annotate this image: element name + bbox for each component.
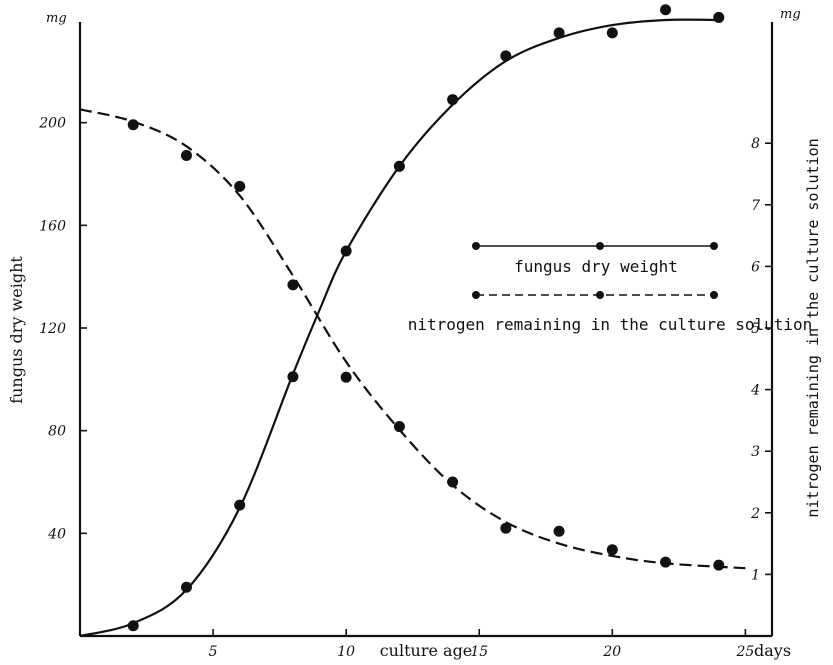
right-unit-label: mg — [780, 7, 801, 22]
data-point-fungus — [713, 11, 725, 23]
data-point-nitrogen — [553, 525, 565, 537]
series-line-nitrogen — [79, 108, 746, 570]
data-point-fungus — [393, 160, 405, 172]
x-tick-label: 20 — [602, 644, 621, 660]
data-point-nitrogen — [340, 371, 352, 383]
legend-marker — [596, 242, 604, 250]
legend-entry-fungus: fungus dry weight — [472, 242, 718, 276]
y-tick-label-left: 80 — [48, 424, 66, 440]
right-axis-label: nitrogen remaining in the culture soluti… — [804, 138, 822, 517]
y-tick-label-right: 4 — [750, 383, 760, 399]
legend-marker — [710, 291, 718, 299]
legend-marker — [472, 291, 480, 299]
y-tick-label-right: 7 — [751, 198, 760, 214]
data-point-nitrogen — [180, 150, 192, 162]
y-tick-label-right: 6 — [751, 259, 760, 275]
data-point-fungus — [287, 371, 299, 383]
x-tick-label: 5 — [209, 644, 218, 660]
data-point-nitrogen — [234, 180, 246, 192]
legend: fungus dry weight nitrogen remaining in … — [408, 242, 813, 334]
data-point-fungus — [340, 245, 352, 257]
right-axis-ticks: 1 2 3 4 5 6 7 8 — [750, 136, 772, 583]
x-axis-label: culture age — [380, 641, 473, 660]
y-tick-label-right: 8 — [751, 136, 760, 152]
legend-marker — [710, 242, 718, 250]
data-point-nitrogen — [447, 476, 459, 488]
data-point-nitrogen — [127, 119, 139, 131]
x-tick-label: 10 — [337, 644, 355, 660]
data-point-fungus — [234, 499, 246, 511]
y-tick-label-left: 200 — [38, 116, 66, 132]
data-point-fungus — [500, 50, 512, 62]
y-tick-label-right: 1 — [751, 567, 760, 583]
data-point-fungus — [660, 4, 672, 16]
y-tick-label-right: 5 — [751, 321, 760, 337]
y-tick-label-right: 2 — [750, 506, 760, 522]
data-point-nitrogen — [713, 559, 725, 571]
y-tick-label-left: 40 — [47, 526, 66, 542]
series-layer — [79, 4, 746, 638]
data-point-fungus — [553, 27, 565, 39]
left-axis-ticks: 40 80 120 160 200 — [38, 116, 87, 542]
data-point-nitrogen — [660, 556, 672, 568]
series-line-fungus — [79, 18, 719, 638]
x-axis-ticks: 5 10 15 20 25 — [209, 629, 754, 660]
y-tick-label-left: 160 — [39, 218, 66, 234]
legend-marker — [596, 291, 604, 299]
data-point-fungus — [447, 94, 459, 106]
data-point-nitrogen — [500, 522, 512, 534]
legend-label-fungus: fungus dry weight — [514, 257, 678, 276]
left-axis-label: fungus dry weight — [7, 256, 26, 404]
data-point-fungus — [180, 581, 192, 593]
left-unit-label: mg — [46, 11, 67, 26]
x-unit-label: days — [754, 641, 791, 660]
x-tick-label: 25 — [735, 644, 754, 660]
y-tick-label-left: 120 — [39, 321, 66, 337]
data-point-fungus — [127, 620, 139, 632]
x-tick-label: 15 — [470, 644, 488, 660]
y-tick-label-right: 3 — [751, 444, 760, 460]
data-point-nitrogen — [287, 279, 299, 291]
legend-entry-nitrogen: nitrogen remaining in the culture soluti… — [408, 291, 813, 334]
legend-marker — [472, 242, 480, 250]
data-point-fungus — [606, 27, 618, 39]
legend-label-nitrogen: nitrogen remaining in the culture soluti… — [408, 315, 813, 334]
data-point-nitrogen — [606, 544, 618, 556]
data-point-nitrogen — [393, 421, 405, 433]
